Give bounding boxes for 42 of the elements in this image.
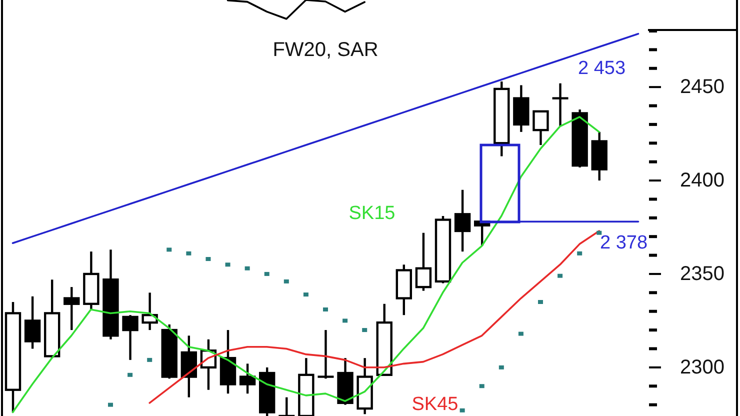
point <box>166 248 172 252</box>
point <box>323 307 328 312</box>
text: SK15 <box>348 202 396 224</box>
candlestick <box>64 286 80 332</box>
point <box>577 251 582 256</box>
candlestick <box>122 314 138 362</box>
candlestick <box>24 295 41 350</box>
point <box>538 300 543 304</box>
point <box>479 384 484 388</box>
point <box>342 318 348 323</box>
point <box>460 408 465 412</box>
candlestick <box>454 188 471 253</box>
candlestick <box>318 328 334 380</box>
y-tick-label: 2400 <box>680 170 724 192</box>
point <box>147 358 152 362</box>
candlestick <box>142 292 158 332</box>
candlestick <box>239 362 256 395</box>
point <box>284 279 289 284</box>
candlestick <box>532 110 549 146</box>
point <box>225 262 230 267</box>
annotation: 2 453 <box>578 58 626 78</box>
line-series <box>12 116 600 414</box>
y-tick-label: 2300 <box>680 356 724 378</box>
chart-title: FW20, SAR <box>272 39 378 61</box>
y-tick-label: 2450 <box>680 76 724 98</box>
point <box>128 372 133 377</box>
point <box>206 257 211 262</box>
annotation: 2 378 <box>600 232 648 254</box>
candlestick <box>415 232 432 292</box>
y-tick-label: 2350 <box>680 262 724 285</box>
point <box>596 230 602 235</box>
point <box>362 328 368 332</box>
series-label: SK45 <box>412 394 458 414</box>
point <box>244 266 250 270</box>
point <box>518 332 524 336</box>
point <box>558 274 563 278</box>
candlestick <box>552 82 568 128</box>
point <box>186 251 192 256</box>
point <box>303 292 308 297</box>
point <box>108 402 113 407</box>
point <box>498 365 504 370</box>
point <box>264 272 270 276</box>
